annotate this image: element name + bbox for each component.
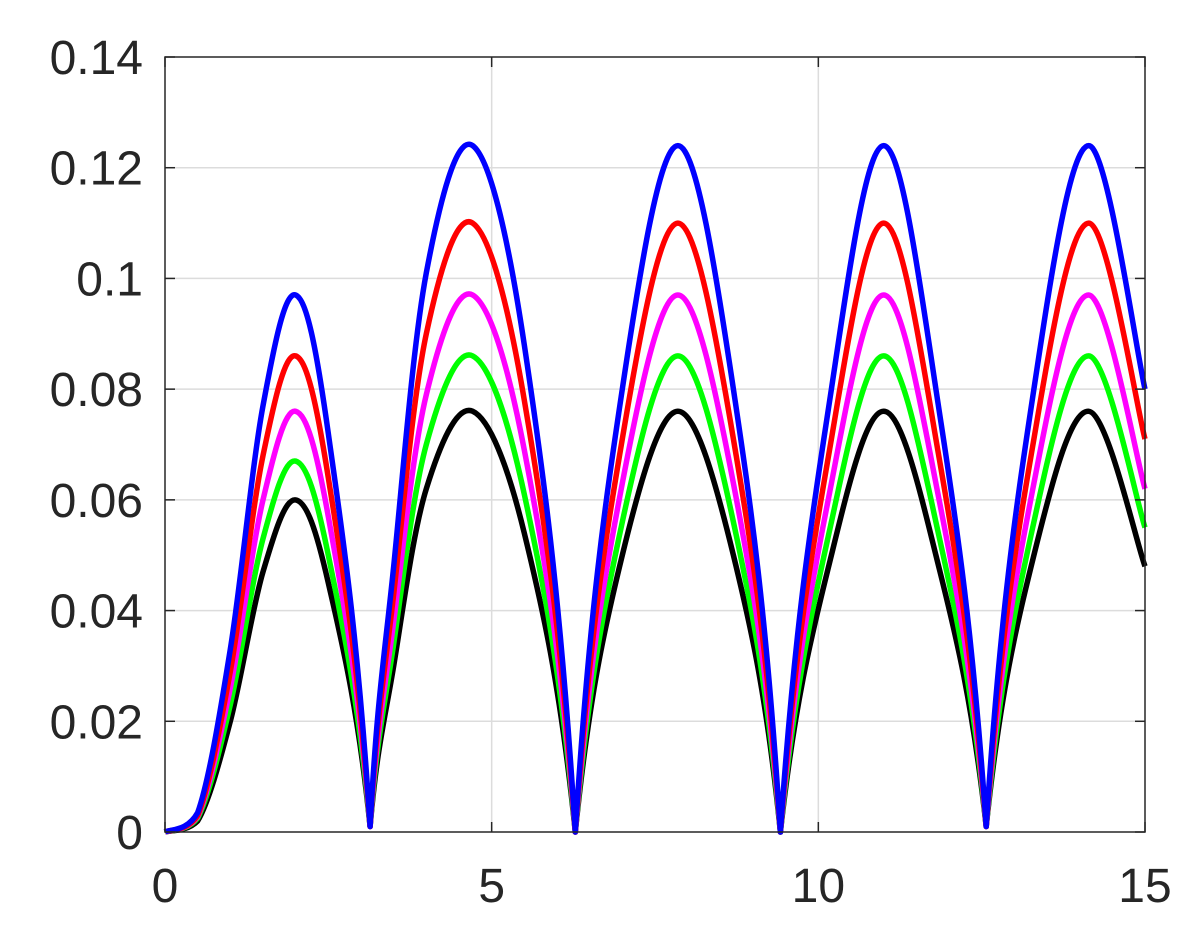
y-tick-label: 0.12 xyxy=(50,143,143,196)
x-tick-label: 0 xyxy=(152,860,179,913)
y-tick-label: 0.04 xyxy=(50,586,143,639)
tick-marks xyxy=(164,56,1146,833)
series-line-1 xyxy=(164,407,1148,835)
series-line-2 xyxy=(163,352,1148,835)
y-tick-label: 0 xyxy=(116,807,143,860)
y-axis-tick-labels: 0 0.02 0.04 0.06 0.08 0.1 0.12 0.14 xyxy=(50,32,143,860)
y-tick-label: 0.08 xyxy=(50,364,143,417)
x-tick-label: 10 xyxy=(792,860,845,913)
y-tick-label: 0.14 xyxy=(50,32,143,85)
y-tick-label: 0.02 xyxy=(50,696,143,749)
y-tick-label: 0.06 xyxy=(50,475,143,528)
x-tick-label: 15 xyxy=(1118,860,1171,913)
plot-frame xyxy=(164,56,1146,833)
series-lines xyxy=(163,141,1148,835)
x-axis-tick-labels: 0 5 10 15 xyxy=(152,860,1172,913)
series-line-5 xyxy=(163,141,1148,835)
y-tick-label: 0.1 xyxy=(76,253,143,306)
x-tick-label: 5 xyxy=(478,860,505,913)
